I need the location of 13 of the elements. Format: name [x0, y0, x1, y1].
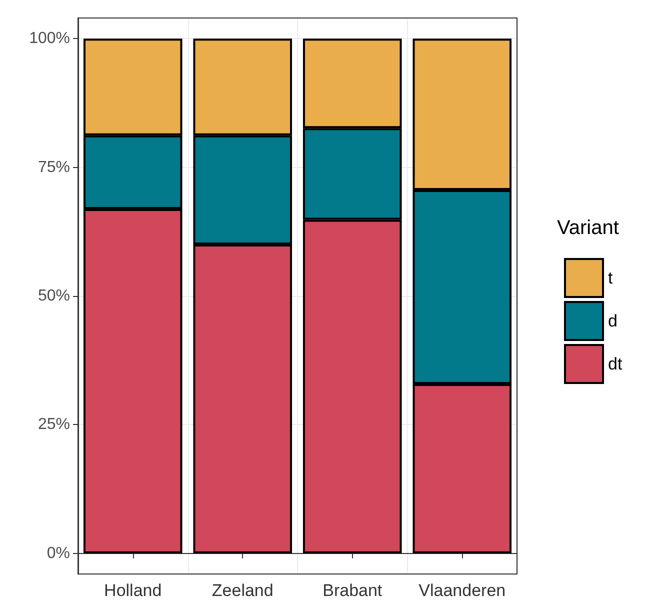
y-tick-label: 0%: [46, 544, 70, 562]
legend-label: d: [608, 312, 618, 330]
x-tick-label: Zeeland: [212, 581, 274, 600]
x-tick-label: Vlaanderen: [418, 581, 506, 600]
y-tick-label: 50%: [38, 288, 70, 304]
y-tick-label: 100%: [29, 30, 70, 48]
x-tick-label: Brabant: [322, 581, 382, 600]
y-tick-label: 75%: [38, 158, 70, 176]
legend-title: Variant: [557, 217, 620, 239]
x-tick-label: Holland: [104, 581, 162, 600]
legend-label: t: [608, 268, 613, 288]
y-tick-label: 25%: [38, 416, 70, 434]
legend-label: dt: [608, 354, 622, 374]
